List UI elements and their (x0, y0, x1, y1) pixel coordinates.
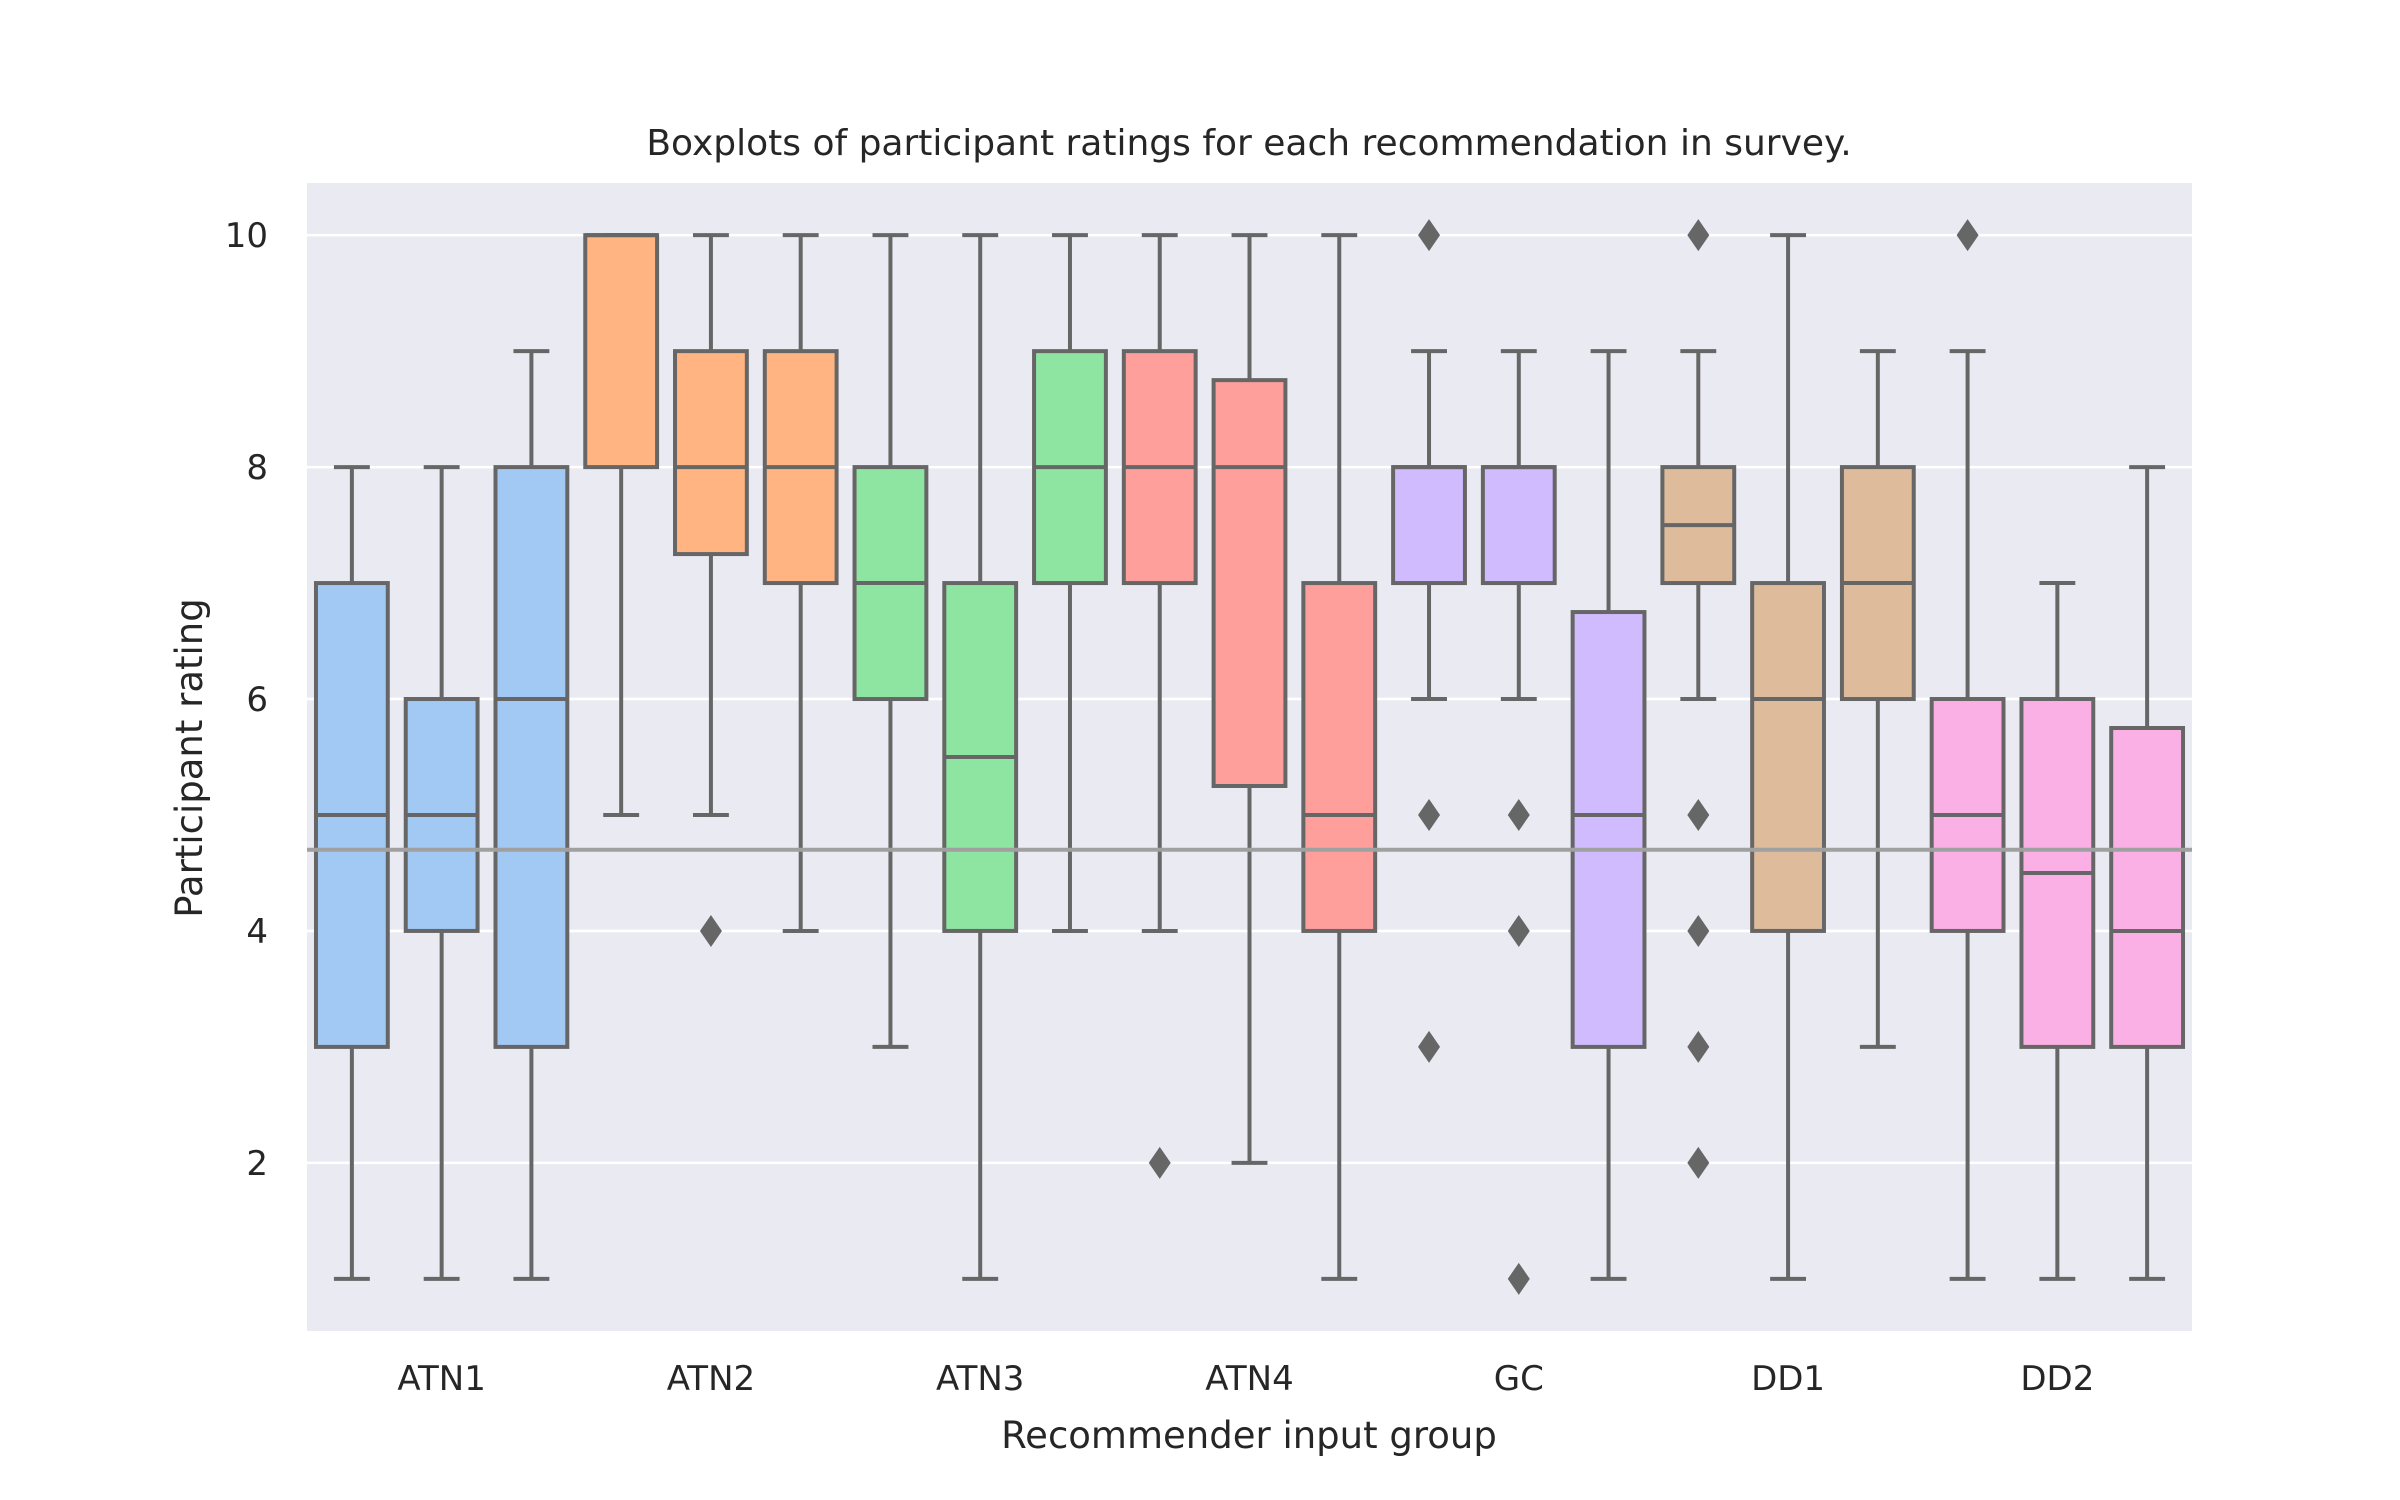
y-tick-labels: 2 4 6 8 10 (225, 216, 268, 1184)
box (493, 349, 570, 1281)
box-body (2109, 726, 2186, 1049)
box (1750, 233, 1826, 1281)
box (403, 465, 480, 1281)
x-tick-label: ATN1 (397, 1359, 485, 1399)
y-tick-label: 10 (225, 216, 268, 256)
outlier-point (1148, 1146, 1171, 1179)
box-body (493, 465, 570, 1049)
box-body (1301, 581, 1378, 933)
outlier-point (1418, 798, 1441, 831)
box (1391, 219, 1467, 1063)
box (1301, 233, 1378, 1281)
y-tick-label: 6 (246, 680, 268, 720)
box (1660, 219, 1737, 1179)
box (1032, 233, 1108, 933)
outlier-point (699, 914, 722, 947)
outlier-point (1507, 1262, 1530, 1295)
x-tick-label: GC (1494, 1359, 1544, 1399)
box (1839, 349, 1916, 1049)
outlier-point (1687, 219, 1710, 252)
outlier-point (1507, 914, 1530, 947)
outlier-point (1687, 1146, 1710, 1179)
box (583, 233, 660, 817)
x-axis-label: Recommender input group (1001, 1414, 1497, 1457)
x-tick-label: DD2 (2020, 1359, 2094, 1399)
box (1929, 219, 2006, 1281)
box-body (1750, 581, 1826, 933)
box (942, 233, 1019, 1281)
box (1121, 233, 1198, 1179)
box-body (1570, 610, 1647, 1049)
box (2109, 465, 2186, 1281)
box (2019, 581, 2096, 1281)
box (762, 233, 839, 933)
box (673, 233, 749, 947)
box (313, 465, 390, 1281)
y-tick-label: 2 (246, 1144, 268, 1184)
x-tick-label: ATN4 (1205, 1359, 1293, 1399)
x-tick-label: DD1 (1751, 1359, 1825, 1399)
box (1480, 349, 1557, 1295)
boxes (313, 219, 2186, 1295)
outlier-point (1956, 219, 1979, 252)
box-body (1480, 465, 1557, 586)
chart-title: Boxplots of participant ratings for each… (646, 123, 1851, 164)
box-body (673, 349, 749, 557)
outlier-point (1418, 219, 1441, 252)
box-body (583, 233, 660, 470)
x-tick-labels: ATN1 ATN2 ATN3 ATN4 GC DD1 DD2 (397, 1359, 2094, 1399)
outlier-point (1687, 1030, 1710, 1063)
box (1570, 349, 1647, 1281)
y-tick-label: 8 (246, 448, 268, 488)
y-tick-label: 4 (246, 912, 268, 952)
outlier-point (1687, 798, 1710, 831)
outlier-point (1687, 914, 1710, 947)
box (852, 233, 929, 1049)
box-body (1211, 378, 1288, 788)
x-tick-label: ATN3 (936, 1359, 1024, 1399)
outlier-point (1418, 1030, 1441, 1063)
y-axis-label: Participant rating (168, 598, 211, 917)
outlier-point (1507, 798, 1530, 831)
box-body (1391, 465, 1467, 586)
box (1211, 233, 1288, 1165)
x-tick-label: ATN2 (667, 1359, 755, 1399)
